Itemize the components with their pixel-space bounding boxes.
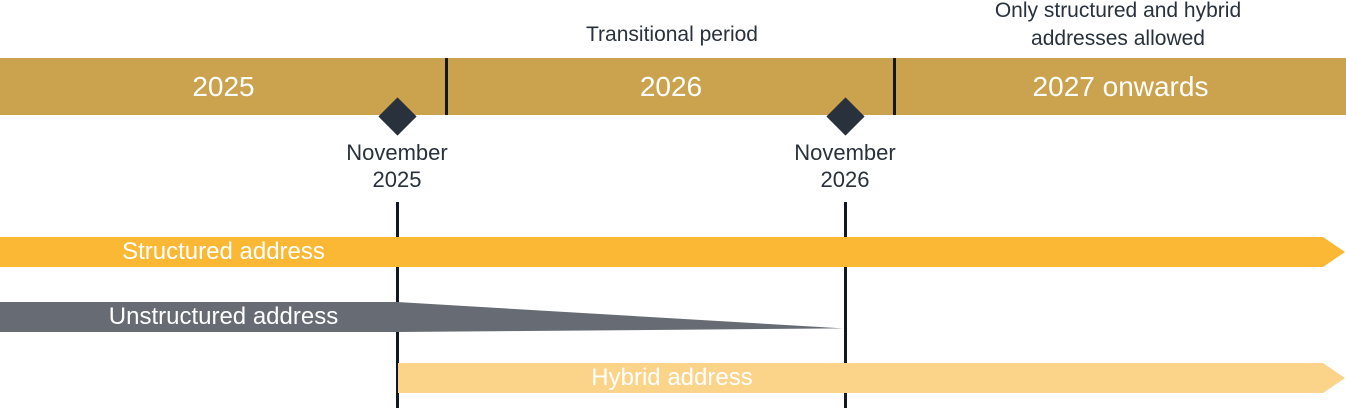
year-divider-2 bbox=[893, 58, 896, 115]
year-segment-2025: 2025 bbox=[192, 70, 255, 102]
hybrid-address-bar: Hybrid address bbox=[398, 363, 1345, 393]
hybrid-address-label: Hybrid address bbox=[591, 364, 753, 391]
year-bar: 2025 2026 2027 onwards bbox=[0, 58, 1346, 115]
year-segment-2027-onwards: 2027 onwards bbox=[1032, 70, 1209, 102]
structured-address-label: Structured address bbox=[122, 238, 325, 265]
year-segment-2026: 2026 bbox=[639, 70, 703, 102]
structured-address-bar: Structured address bbox=[0, 237, 1345, 267]
milestone-label-nov2026: November 2026 bbox=[794, 140, 896, 192]
milestone-line-nov2026 bbox=[844, 202, 847, 408]
unstructured-address-bar: Unstructured address bbox=[0, 302, 843, 332]
restriction-note: Only structured and hybrid addresses all… bbox=[994, 0, 1242, 50]
milestone-label-nov2025: November 2025 bbox=[346, 140, 448, 192]
unstructured-address-label: Unstructured address bbox=[108, 303, 339, 330]
year-divider-1 bbox=[445, 58, 448, 115]
transitional-period-label: Transitional period bbox=[586, 23, 758, 46]
